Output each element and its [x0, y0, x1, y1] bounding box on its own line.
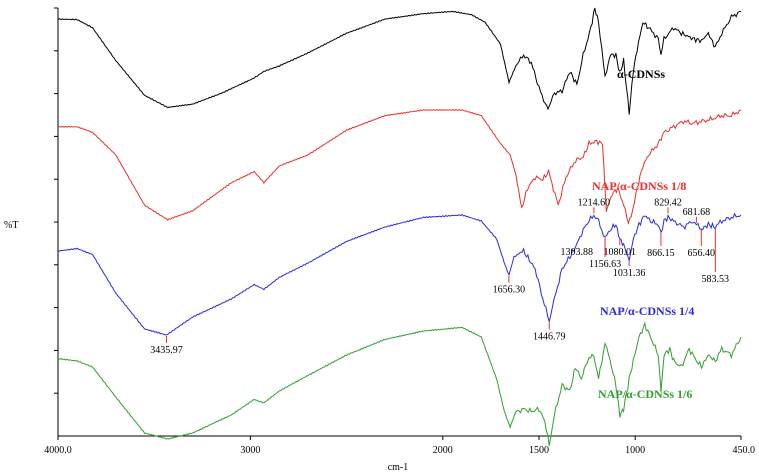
x-tick-label: 450.0 [733, 445, 756, 456]
series-line [57, 109, 742, 226]
x-tick-label: 4000.0 [44, 445, 72, 456]
y-axis-label: %T [4, 220, 18, 231]
series-line [57, 212, 742, 336]
peak-label: 1031.36 [613, 268, 646, 279]
series-line [57, 321, 742, 446]
peak-label: 1656.30 [493, 285, 526, 296]
peak-label: 1446.79 [533, 332, 566, 343]
peak-label: 681.68 [683, 207, 711, 218]
x-tick-label: 2000 [433, 445, 453, 456]
series-label: NAP/α-CDNSs 1/4 [600, 304, 694, 318]
peak-label: 583.53 [702, 274, 730, 285]
peak-label: 1080.01 [604, 247, 637, 258]
peak-annotations: 3435.97 1656.30 1446.79 1303.88 1214.60 1156.… [150, 197, 729, 355]
peak-label: 656.40 [688, 248, 716, 259]
peak-label: 1303.88 [560, 247, 593, 258]
series-label: NAP/α-CDNSs 1/8 [592, 179, 686, 193]
x-tick-label: 1000 [625, 445, 645, 456]
series-label: NAP/α-CDNSs 1/6 [598, 387, 692, 401]
x-ticks: 4000.0 3000 2000 1500 1000 450.0 [44, 436, 755, 456]
series-label: α-CDNSs [617, 67, 665, 81]
peak-label: 829.42 [654, 197, 682, 208]
x-axis-label: cm-1 [388, 462, 409, 473]
peak-label: 866.15 [647, 248, 675, 259]
y-ticks [54, 7, 58, 394]
x-tick-label: 1500 [529, 445, 549, 456]
peak-label: 1214.60 [578, 197, 611, 208]
series-group: α-CDNSs NAP/α-CDNSs 1/8 NAP/α-CDNSs 1/4 NAP… [57, 7, 742, 446]
series-line [57, 7, 742, 115]
x-tick-label: 3000 [240, 445, 260, 456]
peak-label: 3435.97 [150, 345, 183, 356]
peak-label: 1156.63 [589, 259, 621, 270]
